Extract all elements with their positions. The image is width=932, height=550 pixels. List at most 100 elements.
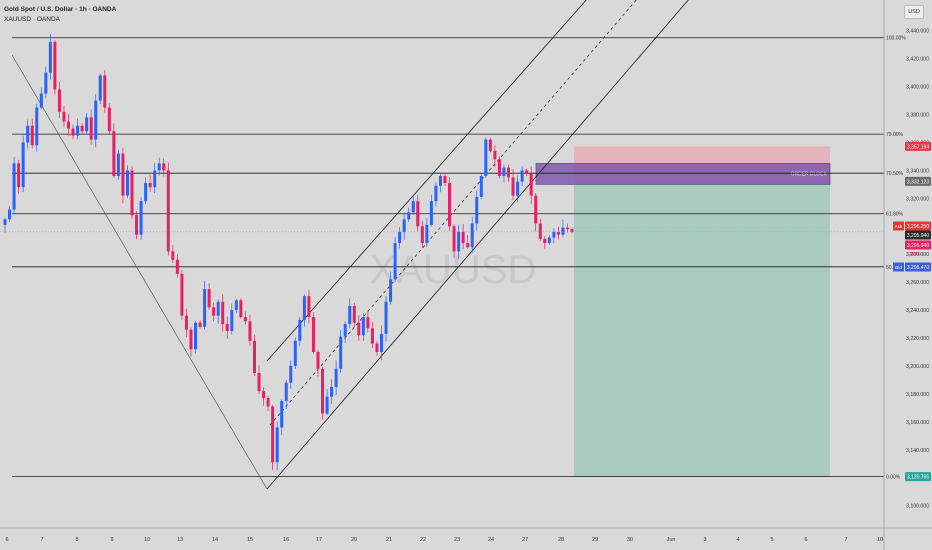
candle-body	[239, 300, 243, 318]
y-tick-label: 3,340.000	[906, 168, 929, 174]
candle-body	[230, 310, 234, 332]
candle-body	[103, 75, 107, 108]
candle-body	[44, 72, 48, 94]
bid-label: Bid	[893, 262, 904, 272]
candle-body	[520, 170, 524, 182]
candle-body	[166, 170, 170, 252]
candle	[547, 234, 551, 245]
close-price-tag: 3,295.940	[905, 240, 931, 250]
candle-body	[221, 301, 225, 325]
candle	[212, 302, 216, 322]
x-tick-label: 20	[351, 537, 357, 543]
candle	[266, 395, 270, 412]
candle-body	[339, 336, 343, 369]
candle	[529, 166, 533, 204]
candle-body	[316, 352, 320, 369]
x-tick-label: 6	[5, 537, 8, 543]
candle	[225, 316, 229, 339]
channel-midline[interactable]	[269, 0, 638, 426]
candle	[379, 325, 383, 361]
y-tick-label: 3,260.000	[906, 280, 929, 286]
order-block[interactable]	[535, 163, 831, 185]
y-tick-label: 3,320.000	[906, 196, 929, 202]
candle-body	[225, 324, 229, 332]
candle	[112, 123, 116, 178]
candle-body	[284, 382, 288, 401]
order-block-label: ORDER BLOCK	[791, 171, 828, 177]
fib-trend-line[interactable]	[11, 54, 268, 490]
x-tick-label: 21	[386, 537, 392, 543]
candle-body	[330, 386, 334, 397]
candle	[561, 219, 565, 237]
candle-body	[348, 305, 352, 325]
candle-body	[466, 243, 470, 248]
candle-body	[198, 322, 202, 327]
candle-body	[39, 93, 43, 108]
candle-body	[407, 212, 411, 220]
target-zone[interactable]	[574, 181, 830, 477]
candle	[234, 298, 238, 314]
candle-body	[17, 163, 21, 188]
candle-body	[257, 372, 261, 392]
candle-body	[184, 315, 188, 330]
candle	[289, 360, 293, 389]
candle	[130, 166, 134, 219]
candle-body	[389, 279, 393, 302]
candle	[230, 303, 234, 335]
candle	[366, 310, 370, 332]
candle-body	[402, 219, 406, 232]
candle	[89, 109, 93, 145]
svg-text:3,295.940: 3,295.940	[907, 233, 929, 239]
candle	[17, 159, 21, 194]
candle	[198, 320, 202, 329]
candle	[488, 137, 492, 153]
candle-body	[357, 322, 361, 336]
svg-text:3,295.470: 3,295.470	[907, 265, 929, 271]
candle	[302, 294, 306, 327]
x-tick-label: 10	[877, 537, 883, 543]
candle-body	[248, 321, 252, 341]
candle	[325, 389, 329, 416]
candle-body	[71, 128, 75, 136]
candle-body	[171, 251, 175, 260]
candle-body	[112, 131, 116, 176]
candle-body	[67, 121, 71, 129]
candle	[357, 315, 361, 341]
svg-text:3,296.250: 3,296.250	[907, 224, 929, 230]
candle-body	[262, 391, 266, 399]
candle-countdown: 30:55	[909, 251, 921, 256]
candle-body	[321, 368, 325, 414]
candle-body	[506, 167, 510, 178]
x-tick-label: 23	[454, 537, 460, 543]
candle-body	[212, 307, 216, 316]
candle	[144, 177, 148, 205]
channel-upper-line[interactable]	[266, 0, 588, 362]
candle	[57, 81, 61, 118]
candle	[375, 340, 379, 356]
candle-body	[570, 229, 574, 232]
candle	[425, 218, 429, 247]
candle	[257, 365, 261, 395]
candle-body	[76, 125, 80, 136]
candle	[416, 195, 420, 232]
y-tick-label: 3,440.000	[906, 29, 929, 35]
candle-body	[57, 89, 61, 112]
x-tick-label: 29	[592, 537, 598, 543]
candle-body	[121, 153, 125, 196]
candle	[438, 173, 442, 193]
x-tick-label: 3	[703, 537, 706, 543]
x-tick-label: 9	[110, 537, 113, 543]
currency-button[interactable]: USD	[904, 5, 924, 19]
candle-body	[538, 223, 542, 239]
candle-body	[189, 329, 193, 350]
bid-price-tag: 3,295.470	[905, 262, 931, 272]
candle	[334, 360, 338, 395]
candle-body	[275, 427, 279, 463]
candle	[525, 168, 529, 177]
candle-body	[547, 237, 551, 244]
candle	[457, 224, 461, 260]
candle-body	[448, 182, 452, 227]
candle-body	[488, 139, 492, 151]
channel-lower-line[interactable]	[266, 0, 690, 490]
